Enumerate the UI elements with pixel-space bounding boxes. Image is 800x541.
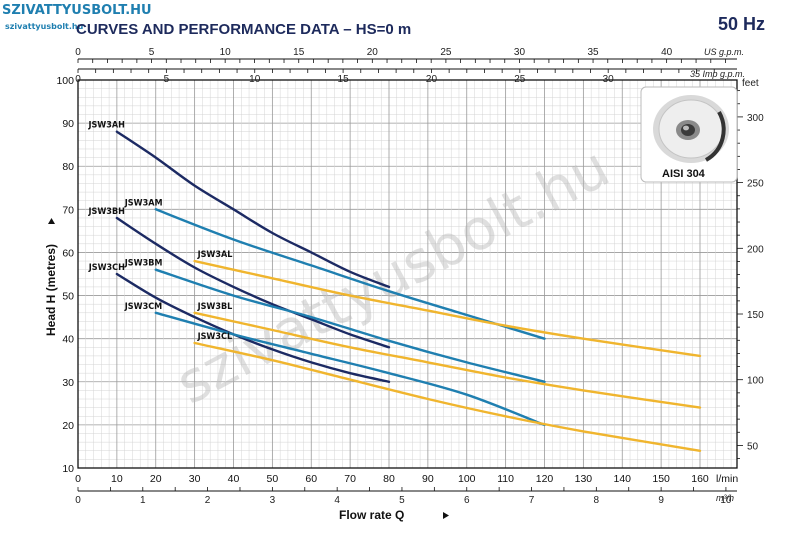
feet-tick-label: 250 [747,179,764,190]
usgpm-tick-label: 5 [149,47,155,58]
curve-jsw3al [193,259,702,358]
m3h-unit-label: m³/h [716,493,734,503]
y-tick-label: 50 [62,291,74,303]
curve-label-jsw3al: JSW3AL [197,250,233,260]
curve-label-jsw3ah: JSW3AH [87,121,125,131]
impgpm-tick-label: 25 [514,74,526,85]
x-tick-label: 80 [383,473,395,485]
impgpm-tick-label: 5 [164,74,170,85]
usgpm-unit-label: US g.p.m. [704,47,744,57]
frequency-label: 50 Hz [718,14,765,34]
curve-label-jsw3bm: JSW3BM [124,259,163,269]
x-tick-label: 110 [497,473,514,485]
x-tick-label: 50 [267,473,279,485]
usgpm-tick-label: 15 [293,47,305,58]
m3h-tick-label: 9 [658,495,664,506]
curve-label-jsw3am: JSW3AM [124,198,163,208]
m3h-tick-label: 8 [594,495,600,506]
inset-label: AISI 304 [662,168,706,180]
x-axis-arrow-icon [443,512,449,519]
usgpm-tick-label: 35 [587,47,599,58]
curve-label-jsw3bh: JSW3BH [88,207,126,217]
m3h-tick-label: 6 [464,495,470,506]
curve-jsw3bm [154,268,546,383]
chart-title: CURVES AND PERFORMANCE DATA – HS=0 m [76,21,411,38]
y-tick-label: 80 [62,161,74,173]
m3h-tick-label: 7 [529,495,535,506]
m3h-tick-label: 0 [75,495,81,506]
curve-labels: JSW3AH JSW3AM JSW3AL JSW3BH JSW3BM JSW3BL JSW3… [87,121,232,342]
x-tick-label: 10 [111,473,123,485]
x-tick-label: 30 [189,473,201,485]
x-tick-label: 90 [422,473,434,485]
impgpm-tick-label: 30 [603,74,615,85]
impgpm-tick-label: 10 [249,74,261,85]
curve-jsw3cl [193,341,702,452]
x-tick-label: 160 [691,473,709,485]
impeller-inset: AISI 304 [640,86,738,183]
impgpm-tick-label: 0 [75,74,81,85]
pump-curves [115,130,702,452]
y-tick-label: 70 [62,204,74,216]
x-tick-label: 100 [458,473,476,485]
curve-jsw3ch [115,272,391,383]
usgpm-tick-label: 0 [75,47,81,58]
x-tick-label: 70 [344,473,356,485]
curve-jsw3bh [115,216,391,349]
brand-logo-text: SZIVATTYUSBOLT.HU [2,3,152,18]
y-tick-label: 30 [62,377,74,389]
curve-label-jsw3cm: JSW3CM [124,302,162,312]
curve-jsw3bl [193,311,702,409]
impeller-image [653,95,729,163]
y-tick-label: 20 [62,420,74,432]
x-tick-label: 0 [75,473,81,485]
x-tick-label: 130 [575,473,593,485]
usgpm-tick-label: 25 [440,47,452,58]
curve-jsw3ah [115,130,391,289]
feet-tick-label: 150 [747,310,764,321]
curve-label-jsw3bl: JSW3BL [197,302,233,312]
m3h-tick-label: 10 [720,495,732,506]
x-tick-label: 120 [536,473,554,485]
x-axis-title: Flow rate Q [339,508,404,522]
y-tick-label: 60 [62,247,74,259]
x-tick-label: 40 [228,473,240,485]
y-tick-label: 90 [62,118,74,130]
brand-subtext: szivattyusbolt.hu [5,22,84,31]
y-axis-title: Head H (metres) [44,244,58,336]
impgpm-tick-label: 15 [338,74,350,85]
m3h-tick-label: 1 [140,495,146,506]
x-unit-label: l/min [716,473,738,485]
impgpm-unit-label: 35 Imp g.p.m. [690,69,745,79]
m3h-tick-label: 4 [334,495,340,506]
impgpm-tick-label: 20 [426,74,438,85]
m3h-tick-label: 2 [205,495,211,506]
y-tick-label: 100 [56,75,74,87]
x-tick-label: 150 [652,473,670,485]
x-tick-label: 60 [305,473,317,485]
usgpm-tick-label: 20 [367,47,379,58]
m3h-tick-label: 5 [399,495,405,506]
curve-label-jsw3cl: JSW3CL [197,332,233,342]
m3h-tick-label: 3 [270,495,276,506]
usgpm-tick-label: 30 [514,47,526,58]
feet-tick-label: 200 [747,244,764,255]
feet-tick-label: 100 [747,376,764,387]
usgpm-tick-label: 40 [661,47,673,58]
curve-jsw3cm [154,311,546,427]
x-tick-label: 140 [613,473,631,485]
x-tick-label: 20 [150,473,162,485]
curve-label-jsw3ch: JSW3CH [88,263,125,273]
y-axis-arrow-icon [48,218,55,224]
usgpm-tick-label: 10 [220,47,232,58]
y-tick-label: 10 [62,463,74,475]
feet-tick-label: 50 [747,441,759,452]
curve-jsw3am [154,208,546,340]
feet-unit-label: feet [742,78,759,89]
feet-tick-label: 300 [747,113,764,124]
y-tick-label: 40 [62,334,74,346]
plot-frame [77,79,738,469]
